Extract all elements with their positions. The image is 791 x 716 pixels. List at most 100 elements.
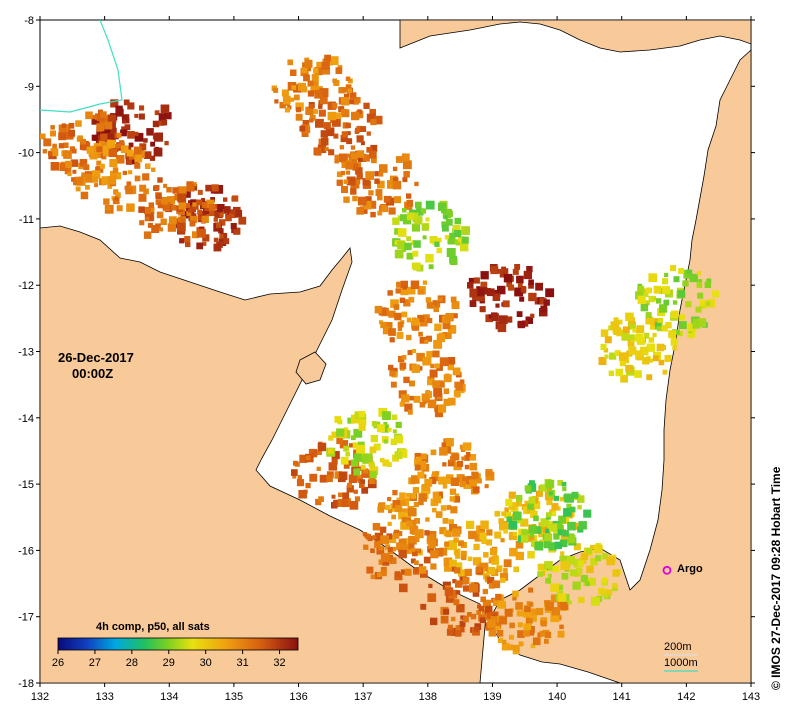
sst-pixel	[392, 217, 400, 225]
sst-pixel	[501, 511, 506, 517]
sst-pixel	[445, 332, 452, 339]
sst-pixel	[480, 520, 489, 529]
sst-pixel	[539, 630, 546, 637]
sst-pixel	[89, 151, 98, 160]
sst-pixel	[163, 183, 168, 188]
sst-pixel	[158, 113, 167, 121]
sst-pixel	[380, 570, 387, 577]
sst-pixel	[368, 477, 376, 485]
sst-pixel	[534, 541, 544, 551]
sst-pixel	[91, 114, 96, 120]
sst-pixel	[345, 170, 351, 175]
sst-pixel	[331, 458, 338, 465]
sst-pixel	[230, 223, 237, 230]
sst-pixel	[434, 363, 440, 369]
sst-pixel	[392, 490, 398, 496]
sst-pixel	[352, 195, 358, 202]
sst-pixel	[559, 496, 565, 502]
sst-pixel	[414, 548, 420, 553]
sst-pixel	[543, 540, 552, 549]
sst-pixel	[119, 140, 125, 146]
sst-pixel	[530, 313, 535, 318]
sst-pixel	[612, 585, 618, 592]
legend-200m-label: 200m	[664, 641, 692, 653]
sst-pixel	[435, 548, 444, 557]
sst-pixel	[462, 476, 470, 485]
sst-pixel	[324, 54, 331, 62]
sst-pixel	[366, 147, 373, 153]
sst-pixel	[408, 543, 415, 550]
sst-pixel	[223, 197, 228, 202]
sst-pixel	[618, 352, 628, 361]
sst-pixel	[356, 150, 365, 158]
sst-pixel	[474, 533, 483, 542]
sst-pixel	[353, 489, 358, 494]
sst-pixel	[486, 612, 493, 618]
sst-pixel	[184, 236, 191, 243]
sst-pixel	[462, 616, 469, 623]
sst-pixel	[454, 549, 459, 554]
sst-pixel	[516, 311, 523, 317]
sst-pixel	[347, 88, 353, 93]
sst-pixel	[538, 530, 546, 538]
sst-pixel	[318, 104, 323, 109]
sst-pixel	[178, 208, 185, 216]
sst-pixel	[613, 317, 619, 323]
sst-pixel	[349, 92, 357, 99]
sst-pixel	[107, 184, 113, 189]
sst-pixel	[650, 323, 657, 330]
sst-pixel	[296, 479, 304, 487]
sst-pixel	[104, 138, 110, 144]
sst-pixel	[238, 216, 247, 225]
sst-pixel	[439, 447, 448, 456]
sst-pixel	[391, 559, 396, 564]
sst-pixel	[399, 583, 408, 593]
sst-pixel	[656, 326, 662, 332]
sst-pixel	[446, 628, 455, 636]
sst-pixel	[81, 142, 91, 151]
sst-pixel	[372, 535, 377, 540]
sst-pixel	[331, 451, 340, 460]
sst-patch	[374, 280, 460, 349]
sst-pixel	[427, 399, 437, 409]
sst-pixel	[706, 278, 712, 284]
sst-pixel	[458, 540, 464, 547]
sst-pixel	[412, 523, 417, 528]
sst-pixel	[343, 87, 349, 93]
sst-pixel	[177, 222, 186, 232]
sst-pixel	[454, 230, 462, 238]
sst-pixel	[399, 492, 406, 499]
sst-pixel	[102, 141, 110, 149]
new-guinea-land	[399, 20, 751, 53]
sst-pixel	[399, 297, 406, 303]
sst-pixel	[455, 553, 461, 559]
sst-pixel	[604, 354, 609, 359]
sst-pixel	[225, 214, 232, 222]
sst-data-layer	[40, 54, 720, 655]
sst-pixel	[230, 209, 236, 215]
sst-pixel	[632, 328, 637, 333]
sst-pixel	[107, 139, 116, 148]
sst-pixel	[562, 530, 569, 537]
sst-pixel	[392, 166, 398, 172]
sst-pixel	[350, 145, 356, 150]
sst-pixel	[512, 268, 519, 275]
sst-pixel	[160, 197, 169, 205]
sst-pixel	[414, 216, 423, 225]
sst-pixel	[689, 273, 698, 283]
sst-pixel	[381, 436, 389, 443]
sst-pixel	[375, 189, 383, 196]
sst-pixel	[640, 303, 649, 312]
sst-pixel	[102, 145, 112, 154]
sst-pixel	[394, 249, 404, 259]
sst-pixel	[387, 521, 392, 526]
sst-pixel	[134, 132, 144, 142]
sst-pixel	[168, 216, 177, 225]
sst-pixel	[138, 113, 145, 120]
sst-pixel	[342, 492, 350, 500]
sst-pixel	[317, 450, 322, 455]
sst-pixel	[412, 318, 420, 326]
sst-pixel	[283, 95, 291, 103]
sst-pixel	[432, 237, 440, 245]
sst-pixel	[533, 526, 542, 534]
